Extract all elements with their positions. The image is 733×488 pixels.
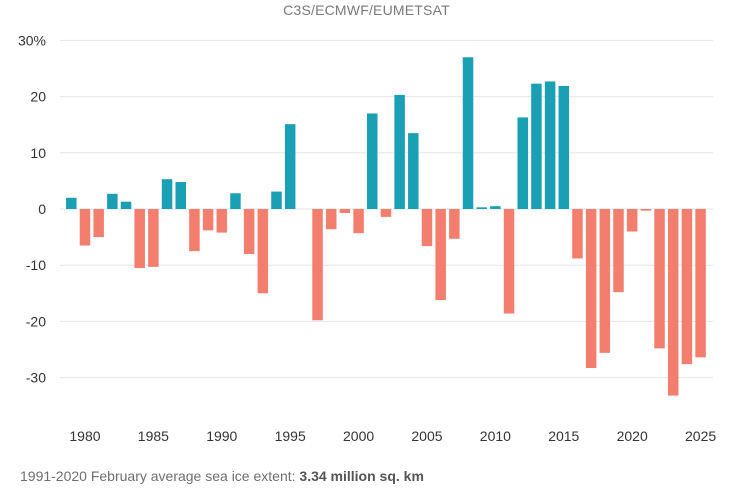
- footnote-value: 3.34 million sq. km: [299, 468, 424, 484]
- bar-2008: [462, 57, 474, 210]
- x-tick-label: 1985: [138, 428, 169, 444]
- bar-2010: [490, 206, 501, 209]
- bar-2014: [544, 81, 556, 209]
- bar-2012: [517, 117, 528, 209]
- bar-2018: [599, 209, 611, 353]
- bar-2016: [572, 209, 583, 259]
- bar-2009: [476, 207, 487, 209]
- bar-1993: [257, 209, 269, 294]
- x-tick-label: 1980: [69, 428, 100, 444]
- footnote-text: 1991-2020 February average sea ice exten…: [20, 468, 300, 484]
- bar-1980: [79, 209, 91, 246]
- y-tick-label: 30%: [18, 32, 46, 48]
- x-tick-label: 2020: [617, 428, 648, 444]
- bar-1989: [202, 209, 214, 231]
- x-axis-ticks: 1980 1985 1990 1995 2000 2005 2010 2015 2020 2025: [69, 428, 716, 444]
- bar-1997: [312, 209, 323, 321]
- x-tick-label: 2015: [548, 428, 579, 444]
- y-tick-label: 10: [30, 145, 46, 161]
- x-tick-label: 1990: [206, 428, 237, 444]
- y-tick-label: -10: [26, 257, 46, 273]
- bar-2001: [367, 113, 378, 209]
- y-tick-label: 0: [38, 201, 46, 217]
- bar-1995: [284, 124, 296, 209]
- y-tick-label: -30: [26, 370, 46, 386]
- bar-2017: [585, 209, 597, 369]
- bar-1992: [243, 209, 255, 254]
- y-axis-ticks: 30% 20 10 0 -10 -20 -30: [18, 32, 46, 385]
- x-tick-label: 2010: [480, 428, 511, 444]
- bar-1991: [230, 193, 241, 209]
- bar-1981: [93, 209, 104, 238]
- bar-2003: [394, 94, 405, 209]
- bar-2000: [353, 209, 364, 234]
- bar-1987: [175, 182, 186, 209]
- bar-2021: [640, 209, 652, 211]
- chart-source: C3S/ECMWF/EUMETSAT: [283, 2, 450, 18]
- x-tick-label: 1995: [275, 428, 306, 444]
- bar-2006: [435, 209, 446, 301]
- bar-2023: [667, 209, 679, 396]
- y-tick-label: -20: [26, 313, 46, 329]
- y-tick-label: 20: [30, 89, 46, 105]
- bar-2013: [531, 83, 542, 209]
- bar-1983: [120, 201, 132, 209]
- bar-2025: [695, 209, 706, 358]
- bar-1998: [325, 209, 337, 230]
- bar-2019: [613, 209, 624, 293]
- bar-1990: [216, 209, 228, 233]
- bar-2011: [503, 209, 515, 314]
- bars: [66, 57, 706, 396]
- x-tick-label: 2005: [411, 428, 442, 444]
- bar-1988: [189, 209, 200, 252]
- x-tick-label: 2000: [343, 428, 374, 444]
- bar-2005: [421, 209, 433, 247]
- footnote: 1991-2020 February average sea ice exten…: [20, 468, 424, 484]
- bar-2022: [654, 209, 665, 349]
- bar-1985: [148, 209, 159, 267]
- bar-2020: [626, 209, 638, 232]
- bar-1986: [161, 179, 173, 209]
- bar-2015: [558, 85, 570, 209]
- bar-1984: [134, 209, 145, 269]
- bar-1982: [107, 193, 118, 209]
- bar-2004: [408, 133, 419, 209]
- bar-2002: [380, 209, 392, 217]
- bar-2024: [681, 209, 693, 365]
- bar-1979: [66, 197, 77, 209]
- bar-1999: [339, 209, 351, 213]
- bar-2007: [449, 209, 460, 239]
- bar-1994: [271, 191, 282, 209]
- x-tick-label: 2025: [685, 428, 716, 444]
